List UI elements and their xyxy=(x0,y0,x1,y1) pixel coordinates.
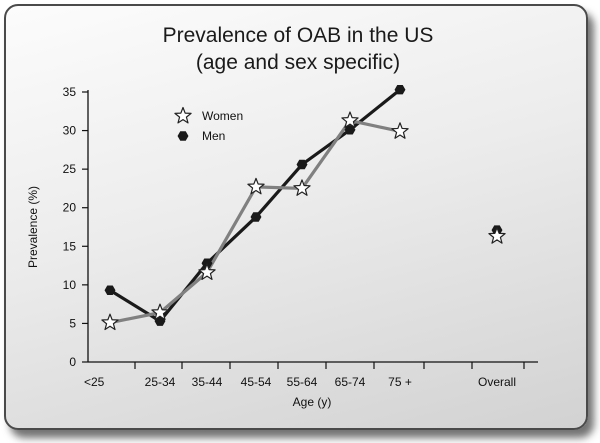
men-data-point xyxy=(250,212,262,222)
women-data-point xyxy=(341,111,359,129)
chart-title-line-1: Prevalence of OAB in the US xyxy=(163,24,434,47)
men-data-point xyxy=(104,285,116,295)
legend-men-label: Men xyxy=(202,129,225,143)
y-axis-label: Prevalence (%) xyxy=(26,186,40,268)
x-tick-label: 25-34 xyxy=(145,375,176,389)
axes xyxy=(87,90,538,363)
x-tick-label: 45-54 xyxy=(241,375,272,389)
y-tick-label: 15 xyxy=(63,239,77,253)
women-data-point xyxy=(198,263,216,280)
women-data-point xyxy=(247,177,265,195)
x-axis-label: Age (y) xyxy=(293,395,332,409)
legend-star-marker xyxy=(174,106,192,124)
y-tick-label: 20 xyxy=(63,201,77,215)
y-tick-label: 10 xyxy=(63,278,77,292)
legend-hexagon-marker xyxy=(177,131,189,141)
chart-title-line-2: (age and sex specific) xyxy=(196,51,400,74)
men-data-point xyxy=(394,84,406,95)
men-data-point xyxy=(296,159,308,170)
men-series-line xyxy=(108,88,402,323)
series-layer xyxy=(101,84,506,331)
y-tick-label: 30 xyxy=(63,124,77,138)
women-data-point xyxy=(488,227,506,244)
x-tick-label: Overall xyxy=(478,375,516,389)
y-tick-label: 0 xyxy=(69,355,76,369)
chart-card xyxy=(4,4,588,430)
women-data-point xyxy=(101,313,119,331)
legend: Women Men xyxy=(174,106,243,143)
y-tick-label: 5 xyxy=(69,316,76,330)
x-tick-label: 75 + xyxy=(388,375,412,389)
legend-men-marker xyxy=(177,131,189,141)
x-ticks: <25 25-34 35-44 45-54 55-64 65-74 75 + Overall xyxy=(84,362,525,389)
x-tick-label: 35-44 xyxy=(192,375,223,389)
y-ticks: 0 5 10 15 20 25 30 35 xyxy=(63,85,88,369)
y-tick-label: 25 xyxy=(63,162,77,176)
x-tick-label: 65-74 xyxy=(335,375,366,389)
legend-women-marker xyxy=(174,106,192,124)
x-tick-label: <25 xyxy=(84,375,105,389)
y-tick-label: 35 xyxy=(63,85,77,99)
women-data-point xyxy=(151,303,169,321)
women-data-point xyxy=(391,122,409,139)
x-tick-label: 55-64 xyxy=(287,375,318,389)
women-data-point xyxy=(293,179,311,196)
men-data-point xyxy=(201,258,213,268)
legend-women-label: Women xyxy=(202,109,243,123)
